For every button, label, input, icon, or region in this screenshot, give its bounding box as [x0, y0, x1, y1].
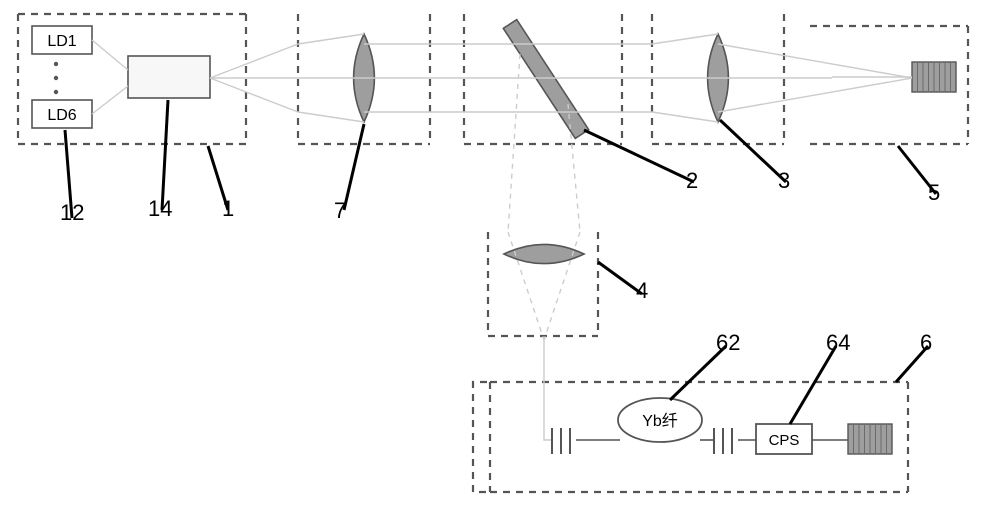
svg-text:12: 12: [60, 200, 84, 225]
svg-text:3: 3: [778, 168, 790, 193]
svg-text:CPS: CPS: [769, 432, 800, 449]
svg-text:64: 64: [826, 330, 850, 355]
svg-text:62: 62: [716, 330, 740, 355]
svg-text:14: 14: [148, 196, 172, 221]
svg-text:LD6: LD6: [47, 107, 76, 124]
svg-text:5: 5: [928, 180, 940, 205]
svg-text:7: 7: [334, 198, 346, 223]
svg-text:6: 6: [920, 330, 932, 355]
svg-text:2: 2: [686, 168, 698, 193]
svg-text:LD1: LD1: [47, 33, 76, 50]
optical-system-diagram: LD1 LD6 Yb纤 CPS 12 14 1 7 2 3 5 4 62 64 6: [0, 0, 1000, 508]
svg-text:1: 1: [222, 196, 234, 221]
svg-text:4: 4: [636, 278, 648, 303]
svg-text:Yb纤: Yb纤: [642, 412, 678, 430]
